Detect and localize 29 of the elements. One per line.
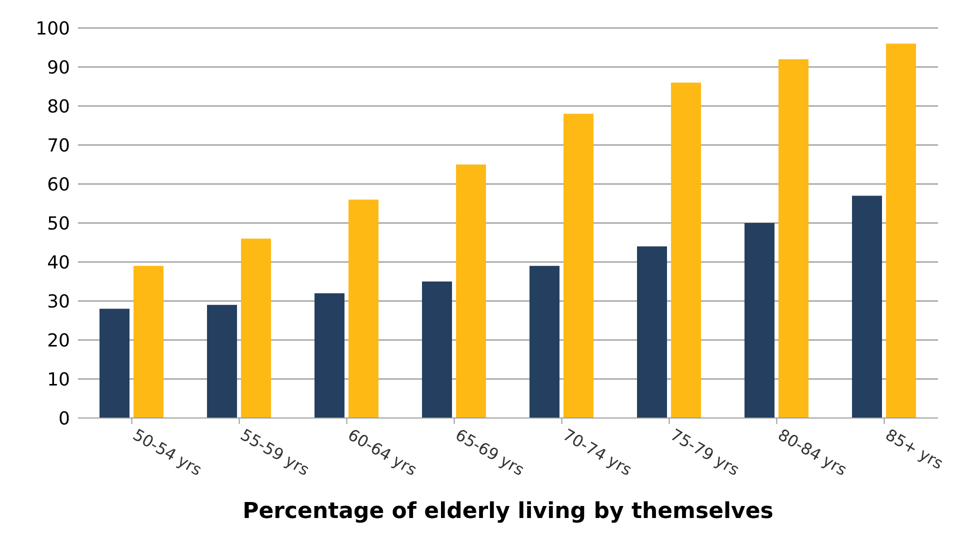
bar (422, 282, 452, 418)
bar (456, 164, 486, 418)
bar (207, 304, 237, 418)
bar (744, 223, 774, 418)
bar (886, 44, 916, 418)
x-axis-title: Percentage of elderly living by themselves (242, 499, 774, 524)
bar (852, 196, 882, 418)
y-tick-label: 70 (47, 135, 70, 156)
y-tick-label: 0 (58, 408, 70, 430)
y-tick-label: 20 (47, 330, 70, 352)
y-tick-label: 60 (47, 174, 70, 196)
y-tick-label: 10 (47, 369, 70, 390)
bar (637, 246, 667, 418)
bar (530, 266, 560, 418)
bar (564, 114, 594, 418)
bar (100, 308, 130, 418)
bar (314, 293, 344, 418)
bar (778, 59, 808, 418)
y-tick-label: 40 (47, 252, 70, 274)
x-tick-label: 85+ yrs (882, 425, 947, 474)
y-tick-label: 90 (47, 57, 70, 78)
bar (134, 266, 164, 418)
y-tick-label: 50 (47, 213, 70, 234)
y-tick-label: 30 (47, 291, 70, 312)
bar (241, 238, 271, 418)
y-tick-label: 80 (47, 96, 70, 118)
bar (671, 82, 701, 418)
bar (348, 200, 378, 418)
y-tick-label: 100 (36, 18, 70, 40)
